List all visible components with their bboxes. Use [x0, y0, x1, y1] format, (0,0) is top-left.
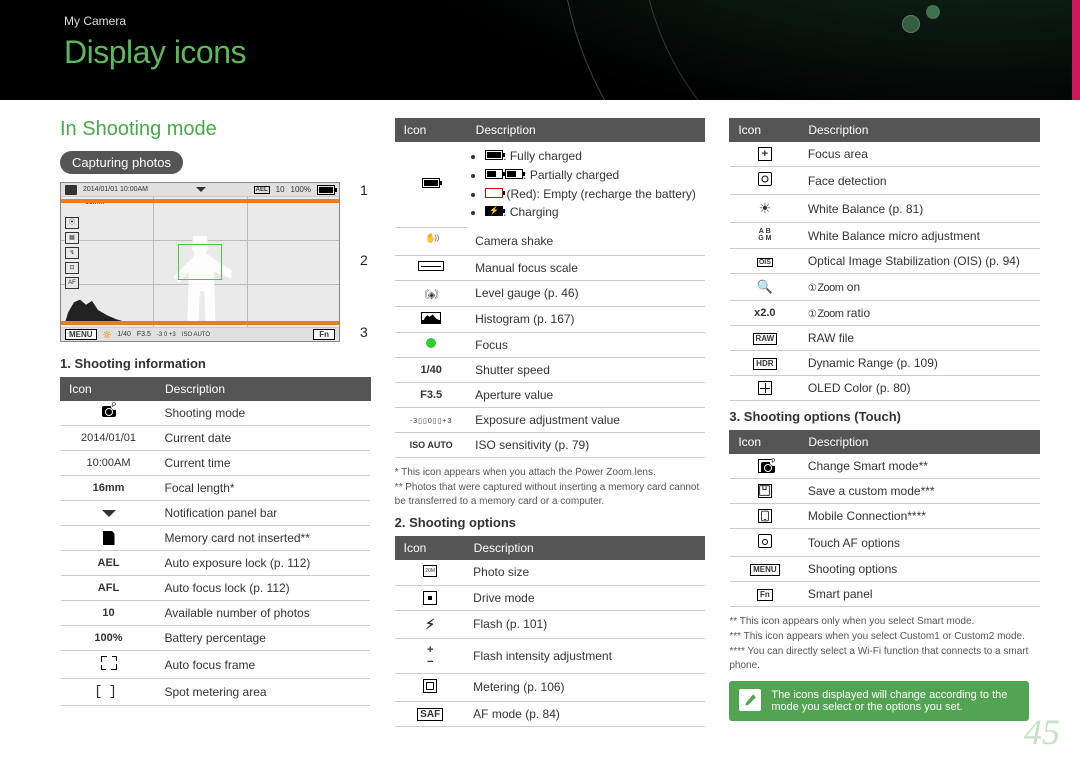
card-icon [103, 531, 115, 545]
menu-button: MENU [65, 329, 97, 340]
shooting-options-table-2: IconDescription Focus area Face detectio… [729, 118, 1040, 401]
pen-icon [739, 689, 761, 711]
shooting-options-table: IconDescription Photo size Drive mode ⚡︎… [395, 536, 706, 727]
af-mode-icon: SAF [417, 708, 443, 721]
flash-icon: ⚡︎ [425, 616, 435, 632]
ois-icon: OIS [757, 258, 773, 267]
touch-af-icon [758, 534, 772, 548]
mobile-connection-icon [758, 509, 772, 523]
capturing-pill: Capturing photos [60, 151, 183, 174]
page-number: 45 [1024, 711, 1060, 753]
white-balance-icon: ☀ [759, 200, 772, 216]
page-title: Display icons [64, 34, 246, 71]
izoom-icon: 🔍 [757, 279, 773, 294]
smart-mode-icon [758, 459, 772, 473]
table2b-title: 2. Shooting options [395, 515, 706, 530]
flash-intensity-icon: +− [427, 644, 433, 668]
breadcrumb: My Camera [64, 14, 126, 28]
shake-icon [423, 233, 439, 247]
face-detection-icon [758, 172, 772, 186]
table3b-title: 3. Shooting options (Touch) [729, 409, 1040, 424]
column-2: IconDescription : Fully charged : Partia… [395, 118, 706, 745]
callout-2: 2 [360, 252, 368, 268]
hdr-icon: HDR [753, 358, 776, 370]
mf-scale-icon [418, 261, 444, 271]
shooting-info-table: IconDescription Shooting mode 2014/01/01… [60, 377, 371, 706]
level-gauge-icon: 〘◈〙 [419, 290, 444, 301]
subsection-title: In Shooting mode [60, 118, 371, 141]
wb-micro-icon: A BG M [758, 228, 771, 242]
histogram-icon [421, 312, 441, 324]
footnotes-col2: * This icon appears when you attach the … [395, 466, 706, 509]
battery-icon [317, 185, 335, 195]
focus-dot-icon [426, 338, 436, 348]
battery-full-icon [422, 178, 440, 188]
callout-3: 3 [360, 324, 368, 340]
focus-area-icon [758, 147, 772, 161]
column-1: In Shooting mode Capturing photos 2014/0… [60, 118, 371, 745]
touch-options-table: IconDescription Change Smart mode** Save… [729, 430, 1040, 607]
fn-button: Fn [313, 329, 335, 340]
callout-1: 1 [360, 182, 368, 198]
footnotes-col3: ** This icon appears only when you selec… [729, 615, 1040, 673]
raw-icon: RAW [753, 333, 778, 345]
fn-icon: Fn [757, 589, 773, 601]
lcd-illustration: 2014/01/01 10:00AM AEL 10 100% 16mm [60, 182, 371, 342]
chevron-down-icon [102, 510, 116, 517]
camera-icon [102, 406, 116, 417]
izoom-ratio-icon: x2.0 [754, 307, 775, 319]
column-3: IconDescription Focus area Face detectio… [729, 118, 1040, 745]
spot-metering-icon: [] [94, 684, 123, 700]
drive-mode-icon [423, 591, 437, 605]
metering-icon [423, 679, 437, 693]
photo-size-icon [423, 565, 437, 577]
table1-title: 1. Shooting information [60, 356, 371, 371]
shooting-info-table-2: IconDescription : Fully charged : Partia… [395, 118, 706, 458]
oled-color-icon [758, 381, 772, 395]
note-box: The icons displayed will change accordin… [729, 681, 1029, 721]
content-columns: In Shooting mode Capturing photos 2014/0… [60, 118, 1040, 745]
exposure-scale-icon: -3▯▯0▯▯+3 [410, 418, 453, 425]
af-frame-icon [101, 656, 117, 670]
save-custom-icon [758, 484, 772, 498]
camera-mode-icon [65, 185, 77, 195]
menu-icon: MENU [750, 564, 780, 576]
